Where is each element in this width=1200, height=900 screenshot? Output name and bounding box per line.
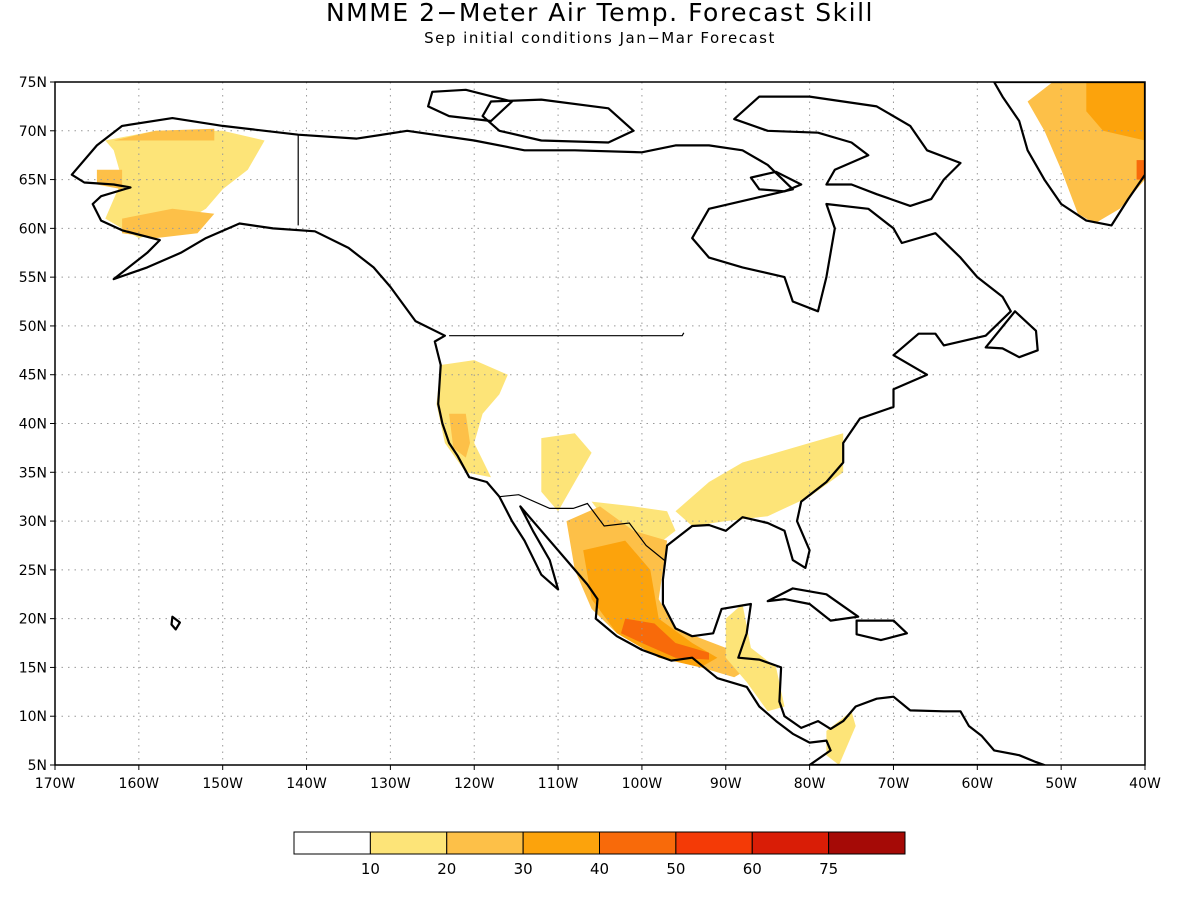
skill-region-colombia-coast <box>826 711 856 765</box>
lat-tick-label: 25N <box>19 563 47 579</box>
colorbar: 10 20 30 40 50 60 75 <box>293 831 906 878</box>
colorbar-swatch <box>751 831 830 855</box>
coastline-greenland <box>992 82 1145 227</box>
lat-tick-label: 5N <box>28 758 47 774</box>
coastline-banks-island <box>427 88 514 123</box>
coastlines <box>70 82 1145 765</box>
lat-tick-label: 35N <box>19 465 47 481</box>
colorbar-swatch <box>522 831 600 855</box>
lon-tick-label: 170W <box>35 776 76 792</box>
skill-shading <box>96 82 1145 765</box>
colorbar-label: 30 <box>514 860 533 878</box>
lon-tick-label: 70W <box>878 776 910 792</box>
skill-region-us-west <box>436 360 508 478</box>
lat-tick-label: 10N <box>19 709 47 725</box>
skill-region-mexico-south <box>621 618 709 660</box>
skill-region-southeast-us <box>675 433 844 526</box>
lon-tick-label: 100W <box>622 776 663 792</box>
coastline-baffin-island <box>733 95 962 207</box>
political-borders <box>297 134 685 562</box>
skill-region-us-southwest <box>541 433 592 512</box>
colorbar-label: 10 <box>361 860 380 878</box>
lon-tick-label: 160W <box>119 776 160 792</box>
lon-tick-label: 130W <box>370 776 411 792</box>
lat-tick-label: 50N <box>19 319 47 335</box>
lat-tick-label: 15N <box>19 660 47 676</box>
colorbar-swatch <box>369 831 448 855</box>
map-subtitle: Sep initial conditions Jan−Mar Forecast <box>424 29 776 47</box>
skill-region-alaska-south <box>122 208 215 239</box>
colorbar-label: 50 <box>666 860 685 878</box>
colorbar-swatch <box>293 831 371 855</box>
lat-tick-label: 40N <box>19 417 47 433</box>
lon-tick-label: 40W <box>1129 776 1161 792</box>
colorbar-swatch <box>446 831 524 855</box>
lat-tick-label: 20N <box>19 612 47 628</box>
lon-tick-label: 150W <box>202 776 243 792</box>
coastline-north-america <box>70 116 1046 765</box>
colorbar-label: 40 <box>590 860 609 878</box>
lon-tick-label: 90W <box>710 776 742 792</box>
lon-tick-label: 120W <box>454 776 495 792</box>
skill-region-greenland-core <box>1086 82 1145 141</box>
colorbar-swatch <box>828 831 906 855</box>
lat-tick-label: 55N <box>19 270 47 286</box>
map-title: NMME 2−Meter Air Temp. Forecast Skill <box>325 0 874 27</box>
colorbar-swatch <box>599 831 677 855</box>
skill-region-mexico-central <box>583 540 718 668</box>
colorbar-label: 20 <box>437 860 456 878</box>
colorbar-label: 75 <box>819 860 838 878</box>
lat-tick-label: 60N <box>19 221 47 237</box>
coastline-hawaii <box>170 615 181 631</box>
colorbar-swatch <box>675 831 753 855</box>
skill-region-alaska-north <box>113 128 215 141</box>
coastline-newfoundland <box>984 310 1039 359</box>
longitude-axis: 170W 160W 150W 140W 130W 120W 110W 100W 90W 80W 70… <box>35 765 1161 792</box>
lon-tick-label: 140W <box>286 776 327 792</box>
lat-tick-label: 30N <box>19 514 47 530</box>
lon-tick-label: 50W <box>1045 776 1077 792</box>
skill-region-california <box>449 413 470 458</box>
skill-region-alaska <box>105 130 265 239</box>
coastline-cuba <box>766 587 860 622</box>
lat-tick-label: 45N <box>19 368 47 384</box>
coastline-southampton-island <box>749 170 803 193</box>
border-us-canada <box>449 332 685 337</box>
skill-region-greenland-edge <box>1136 160 1145 180</box>
border-us-mexico <box>499 494 666 562</box>
lat-tick-label: 75N <box>19 75 47 91</box>
lat-tick-label: 65N <box>19 173 47 189</box>
latitude-axis: 75N 70N 65N 60N 55N 50N 45N 40N 35N 30N 25N 20N 15N 1… <box>19 75 55 774</box>
colorbar-label: 60 <box>743 860 762 878</box>
lon-tick-label: 60W <box>961 776 993 792</box>
skill-region-central-america <box>725 604 785 712</box>
lon-tick-label: 80W <box>794 776 826 792</box>
lat-tick-label: 70N <box>19 124 47 140</box>
coastline-hispaniola <box>855 619 909 642</box>
lon-tick-label: 110W <box>538 776 579 792</box>
